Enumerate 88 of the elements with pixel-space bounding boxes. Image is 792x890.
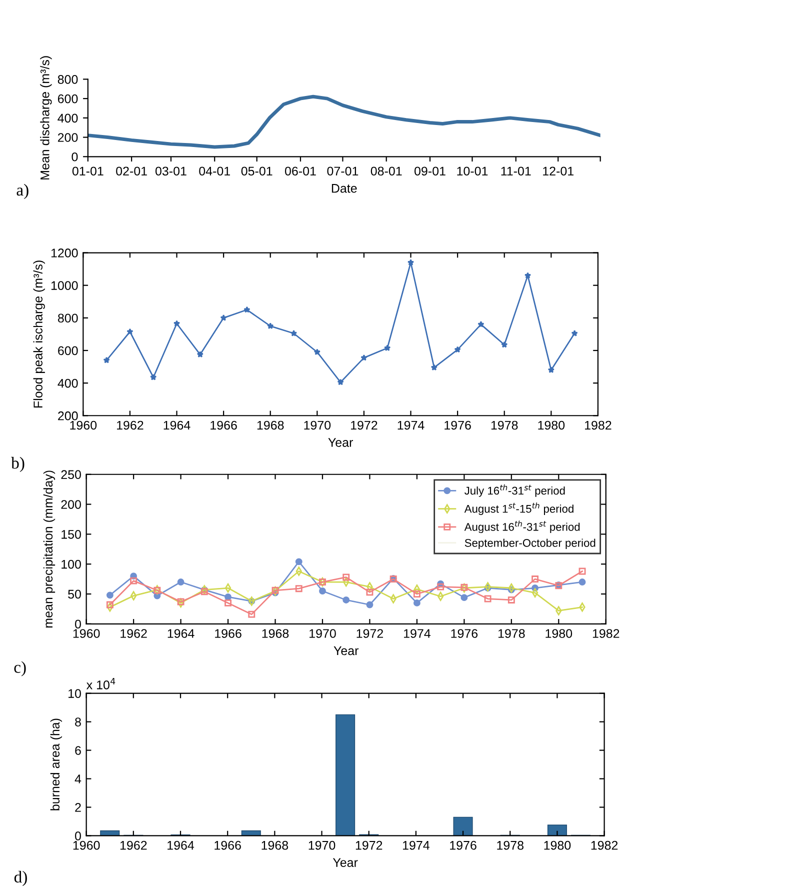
- x-tick-label: 1982: [591, 840, 618, 850]
- x-axis-title: Date: [332, 184, 357, 193]
- y-tick-label: 8: [75, 718, 81, 726]
- x-tick-label: 1972: [356, 840, 382, 850]
- y-tick-label: 6: [75, 746, 81, 755]
- x-tick-label: 11-01: [501, 166, 531, 176]
- x-tick-label: 1968: [262, 840, 288, 850]
- x-axis-title: Year: [334, 646, 359, 656]
- x-tick-label: 1970: [304, 420, 331, 430]
- x-tick-label: 05-01: [241, 166, 272, 176]
- text: a): [16, 184, 28, 200]
- y-tick-label: 800: [58, 314, 78, 323]
- y-tick-label: 250: [61, 470, 81, 480]
- y-tick-label: 1000: [51, 281, 78, 290]
- x-tick-label: 1962: [120, 629, 147, 638]
- text: c): [14, 661, 26, 676]
- x-tick-label: 1970: [308, 840, 336, 850]
- x-tick-label: 1966: [214, 840, 241, 850]
- x-tick-label: 1960: [70, 420, 97, 430]
- y-axis-title: burned area (ha): [50, 718, 62, 810]
- y-tick-label: 200: [58, 133, 78, 142]
- y-tick-label: 600: [58, 346, 78, 356]
- x-tick-label: 1980: [546, 629, 572, 638]
- text: b): [11, 456, 24, 472]
- y-tick-label: 200: [61, 500, 81, 509]
- y-tick-label: 1200: [51, 248, 78, 258]
- x-tick-label: 1982: [592, 629, 620, 638]
- x-tick-label: 1976: [444, 420, 471, 430]
- x-tick-label: 1982: [585, 420, 612, 430]
- y-tick-label: 0: [75, 620, 81, 629]
- x-tick-label: 1962: [117, 420, 144, 430]
- y-tick-label: 50: [68, 590, 81, 599]
- y-tick-label: 0: [72, 152, 78, 162]
- x-tick-label: 1964: [168, 840, 194, 850]
- y-tick-label: 10: [68, 689, 81, 698]
- y-tick-label: 150: [62, 530, 81, 539]
- y-axis-title: Mean discharge (m³/s): [40, 56, 52, 180]
- legend-label: August 16$^{th}$-31$^{st}$ period: [464, 520, 580, 534]
- x-tick-label: 12-01: [543, 166, 574, 176]
- y-tick-label: 2: [75, 803, 81, 812]
- x-tick-label: 1964: [164, 420, 190, 430]
- x-tick-label: 04-01: [199, 166, 230, 176]
- x-tick-label: 08-01: [370, 166, 402, 176]
- x-tick-label: 1976: [450, 840, 476, 850]
- x-tick-label: 1970: [310, 629, 336, 638]
- x-axis-title: Year: [328, 438, 353, 447]
- y-tick-label: 100: [62, 560, 81, 569]
- x-tick-label: 1974: [402, 840, 430, 850]
- x-axis-title: Year: [332, 858, 358, 867]
- y-tick-label: 0: [75, 832, 81, 840]
- legend-label: July 16$^{th}$-31$^{st}$ period: [464, 484, 565, 497]
- x-tick-label: 09-01: [414, 166, 446, 176]
- x-tick-label: 1978: [498, 629, 525, 638]
- y-tick-label: 4: [74, 774, 82, 784]
- x-tick-label: 1974: [398, 420, 424, 430]
- x-tick-label: 1978: [497, 840, 524, 850]
- x-tick-label: 06-01: [284, 166, 316, 176]
- legend-label: August 1$^{st}$-15$^{th}$ period: [464, 502, 574, 515]
- text: d): [14, 870, 27, 886]
- x-tick-label: 1972: [351, 420, 378, 430]
- x-tick-label: 1976: [451, 629, 478, 638]
- y-tick-label: 800: [58, 75, 78, 84]
- x-tick-label: 1980: [538, 420, 565, 430]
- y-tick-label: 400: [58, 378, 78, 388]
- x-tick-label: 03-01: [155, 166, 186, 176]
- text: x 10$^{4}$: [86, 678, 116, 690]
- y-axis-title: Flood peak ischarge (m³/s): [33, 260, 45, 408]
- x-tick-label: 07-01: [327, 166, 358, 176]
- x-tick-label: 1964: [168, 629, 194, 638]
- y-tick-label: 200: [58, 411, 78, 420]
- x-tick-label: 1960: [73, 629, 100, 638]
- x-tick-label: 1974: [404, 629, 430, 638]
- x-tick-label: 1978: [491, 420, 518, 430]
- x-tick-label: 1972: [356, 629, 383, 638]
- x-tick-label: 1968: [257, 420, 284, 430]
- legend-label: September-October period: [464, 538, 596, 550]
- x-tick-label: 10-01: [457, 166, 488, 176]
- y-tick-label: 600: [58, 94, 78, 104]
- x-tick-label: 02-01: [116, 166, 147, 176]
- x-tick-label: 1962: [120, 840, 147, 850]
- x-tick-label: 01-01: [72, 166, 104, 176]
- y-axis-title: mean precipitation (mm/day): [43, 470, 56, 628]
- x-tick-label: 1968: [262, 629, 289, 638]
- x-tick-label: 1966: [215, 629, 242, 638]
- x-tick-label: 1966: [210, 420, 237, 430]
- x-tick-label: 1980: [544, 840, 571, 850]
- y-tick-label: 400: [58, 114, 78, 123]
- x-tick-label: 1960: [73, 840, 100, 850]
